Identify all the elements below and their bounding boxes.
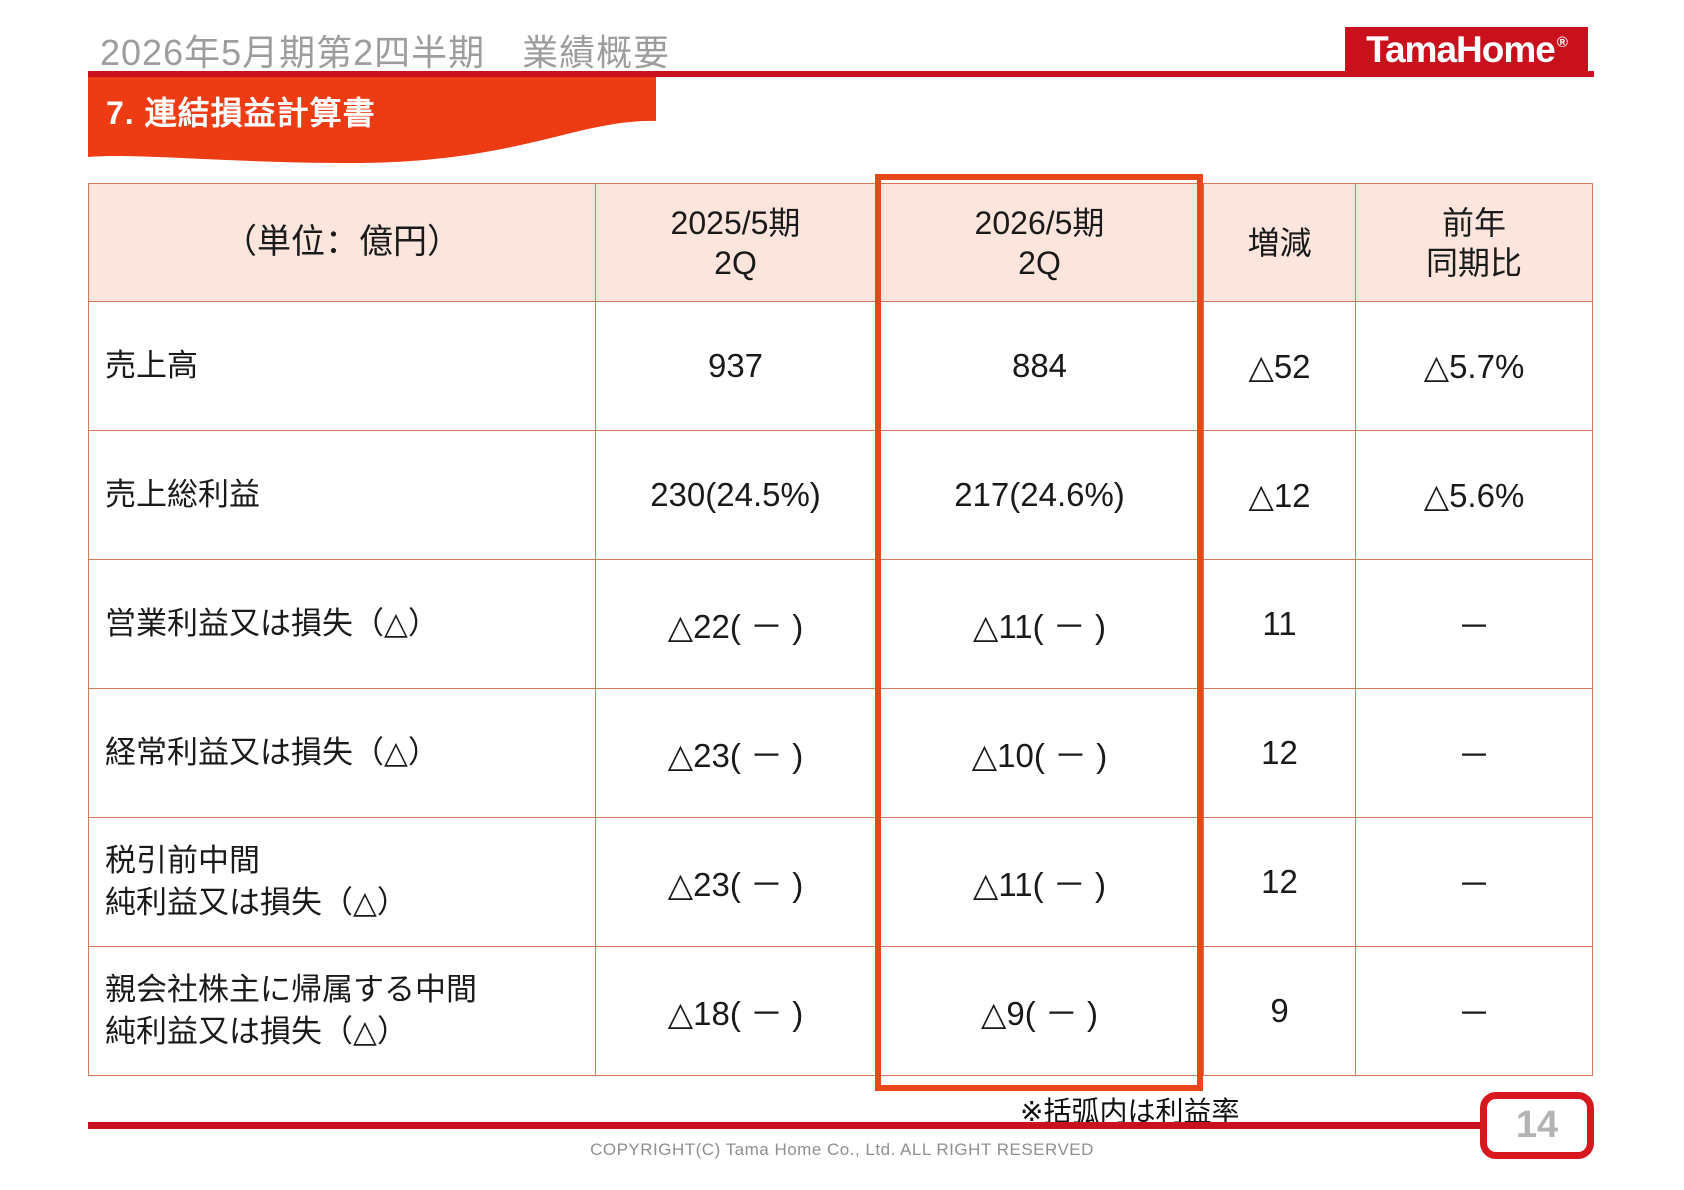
row-label: 親会社株主に帰属する中間 純利益又は損失（△） — [88, 946, 596, 1076]
value-fy2025: △23( － ) — [595, 817, 876, 947]
value-fy2026: △11( － ) — [875, 817, 1204, 947]
table-row-gross-profit: 売上総利益 230(24.5%) 217(24.6%) △12 △5.6% — [88, 430, 1593, 560]
value-yoy: － — [1355, 817, 1593, 947]
banner-wave-shape — [88, 77, 656, 163]
pl-statement-table: （単位：億円） 2025/5期 2Q 2026/5期 2Q 増減 前年 同期比 … — [88, 183, 1593, 1076]
value-fy2026: △11( － ) — [875, 559, 1204, 689]
table-row-ordinary-income: 経常利益又は損失（△） △23( － ) △10( － ) 12 － — [88, 688, 1593, 818]
table-row-sales: 売上高 937 884 △52 △5.7% — [88, 301, 1593, 431]
value-fy2025: 230(24.5%) — [595, 430, 876, 560]
registered-mark: ® — [1556, 34, 1568, 51]
row-label: 税引前中間 純利益又は損失（△） — [88, 817, 596, 947]
value-change: 9 — [1203, 946, 1356, 1076]
value-yoy: － — [1355, 946, 1593, 1076]
tamahome-logo: TamaHome ® — [1345, 27, 1588, 72]
page-title: 2026年5月期第2四半期 業績概要 — [100, 32, 671, 73]
top-divider — [88, 71, 1594, 77]
value-yoy: － — [1355, 688, 1593, 818]
value-change: 12 — [1203, 817, 1356, 947]
value-fy2025: △23( － ) — [595, 688, 876, 818]
value-fy2026: 884 — [875, 301, 1204, 431]
value-change: △52 — [1203, 301, 1356, 431]
table-row-operating-income: 営業利益又は損失（△） △22( － ) △11( － ) 11 － — [88, 559, 1593, 689]
value-fy2026: △9( － ) — [875, 946, 1204, 1076]
table-header-row: （単位：億円） 2025/5期 2Q 2026/5期 2Q 増減 前年 同期比 — [88, 183, 1593, 302]
value-yoy: － — [1355, 559, 1593, 689]
value-fy2026: △10( － ) — [875, 688, 1204, 818]
value-fy2026: 217(24.6%) — [875, 430, 1204, 560]
bottom-divider — [88, 1122, 1512, 1129]
page-number: 14 — [1515, 1104, 1559, 1146]
col-header-fy2025-2q: 2025/5期 2Q — [595, 183, 876, 302]
value-change: 12 — [1203, 688, 1356, 818]
row-label: 売上総利益 — [88, 430, 596, 560]
table-row-pretax-income: 税引前中間 純利益又は損失（△） △23( － ) △11( － ) 12 － — [88, 817, 1593, 947]
value-yoy: △5.6% — [1355, 430, 1593, 560]
footnote: ※括弧内は利益率 — [1020, 1096, 1240, 1127]
logo-text: TamaHome — [1366, 28, 1556, 70]
col-header-yoy: 前年 同期比 — [1355, 183, 1593, 302]
value-fy2025: △22( － ) — [595, 559, 876, 689]
unit-label-cell: （単位：億円） — [88, 183, 596, 302]
value-yoy: △5.7% — [1355, 301, 1593, 431]
section-banner: 7. 連結損益計算書 — [88, 77, 656, 167]
row-label: 営業利益又は損失（△） — [88, 559, 596, 689]
page-number-badge: 14 — [1480, 1092, 1594, 1159]
table-row-net-income-parent: 親会社株主に帰属する中間 純利益又は損失（△） △18( － ) △9( － )… — [88, 946, 1593, 1076]
value-change: △12 — [1203, 430, 1356, 560]
value-fy2025: 937 — [595, 301, 876, 431]
copyright-text: COPYRIGHT(C) Tama Home Co., Ltd. ALL RIG… — [590, 1140, 1094, 1159]
col-header-fy2026-2q: 2026/5期 2Q — [875, 183, 1204, 302]
row-label: 売上高 — [88, 301, 596, 431]
section-title: 7. 連結損益計算書 — [106, 95, 376, 131]
row-label: 経常利益又は損失（△） — [88, 688, 596, 818]
col-header-change: 増減 — [1203, 183, 1356, 302]
value-fy2025: △18( － ) — [595, 946, 876, 1076]
value-change: 11 — [1203, 559, 1356, 689]
